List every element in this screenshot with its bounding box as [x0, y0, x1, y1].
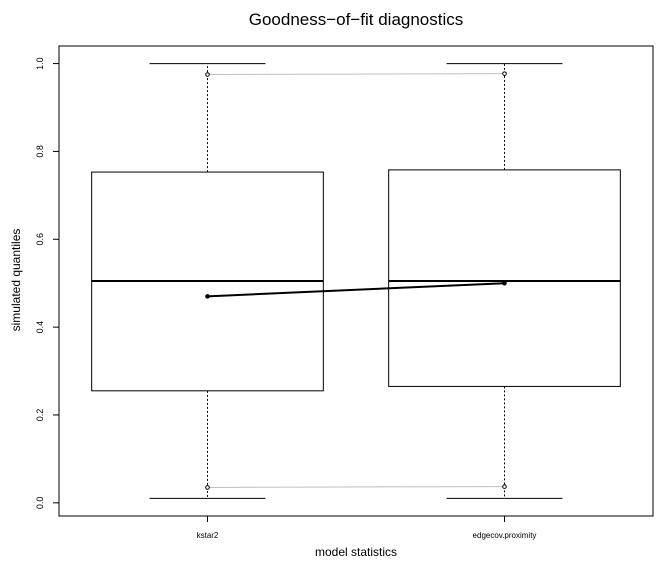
observed-series	[205, 280, 507, 299]
x-tick-label-1: edgecov.proximity	[473, 531, 537, 540]
y-tick-label-1: 0.2	[35, 409, 45, 422]
y-tick-label-5: 1.0	[35, 57, 45, 70]
y-axis: 0.0 0.2 0.4 0.6 0.8 1.0	[35, 57, 59, 509]
lower-interval-point-1	[502, 484, 507, 489]
plot-frame	[58, 45, 654, 517]
y-tick-label-3: 0.6	[35, 233, 45, 246]
y-tick-label-2: 0.4	[35, 321, 45, 334]
y-tick-label-0: 0.0	[35, 497, 45, 510]
interval-lines	[205, 71, 507, 490]
y-axis-label: simulated quantiles	[9, 229, 23, 332]
x-axis: kstar2 edgecov.proximity	[197, 516, 537, 540]
observed-point-0	[205, 294, 210, 299]
box-0	[91, 63, 324, 499]
upper-interval-point-0	[205, 72, 210, 77]
x-axis-label: model statistics	[315, 545, 397, 559]
y-tick-label-4: 0.8	[35, 145, 45, 158]
x-tick-label-0: kstar2	[197, 531, 219, 540]
boxplots	[91, 63, 621, 499]
observed-point-1	[502, 280, 507, 286]
box-rect-1	[388, 169, 621, 387]
upper-interval-line	[207, 73, 505, 76]
lower-interval-point-0	[205, 485, 210, 490]
lower-interval-line	[207, 486, 505, 488]
observed-line	[207, 282, 505, 298]
upper-interval-point-1	[502, 71, 507, 76]
chart-title: Goodness−of−fit diagnostics	[249, 10, 464, 29]
